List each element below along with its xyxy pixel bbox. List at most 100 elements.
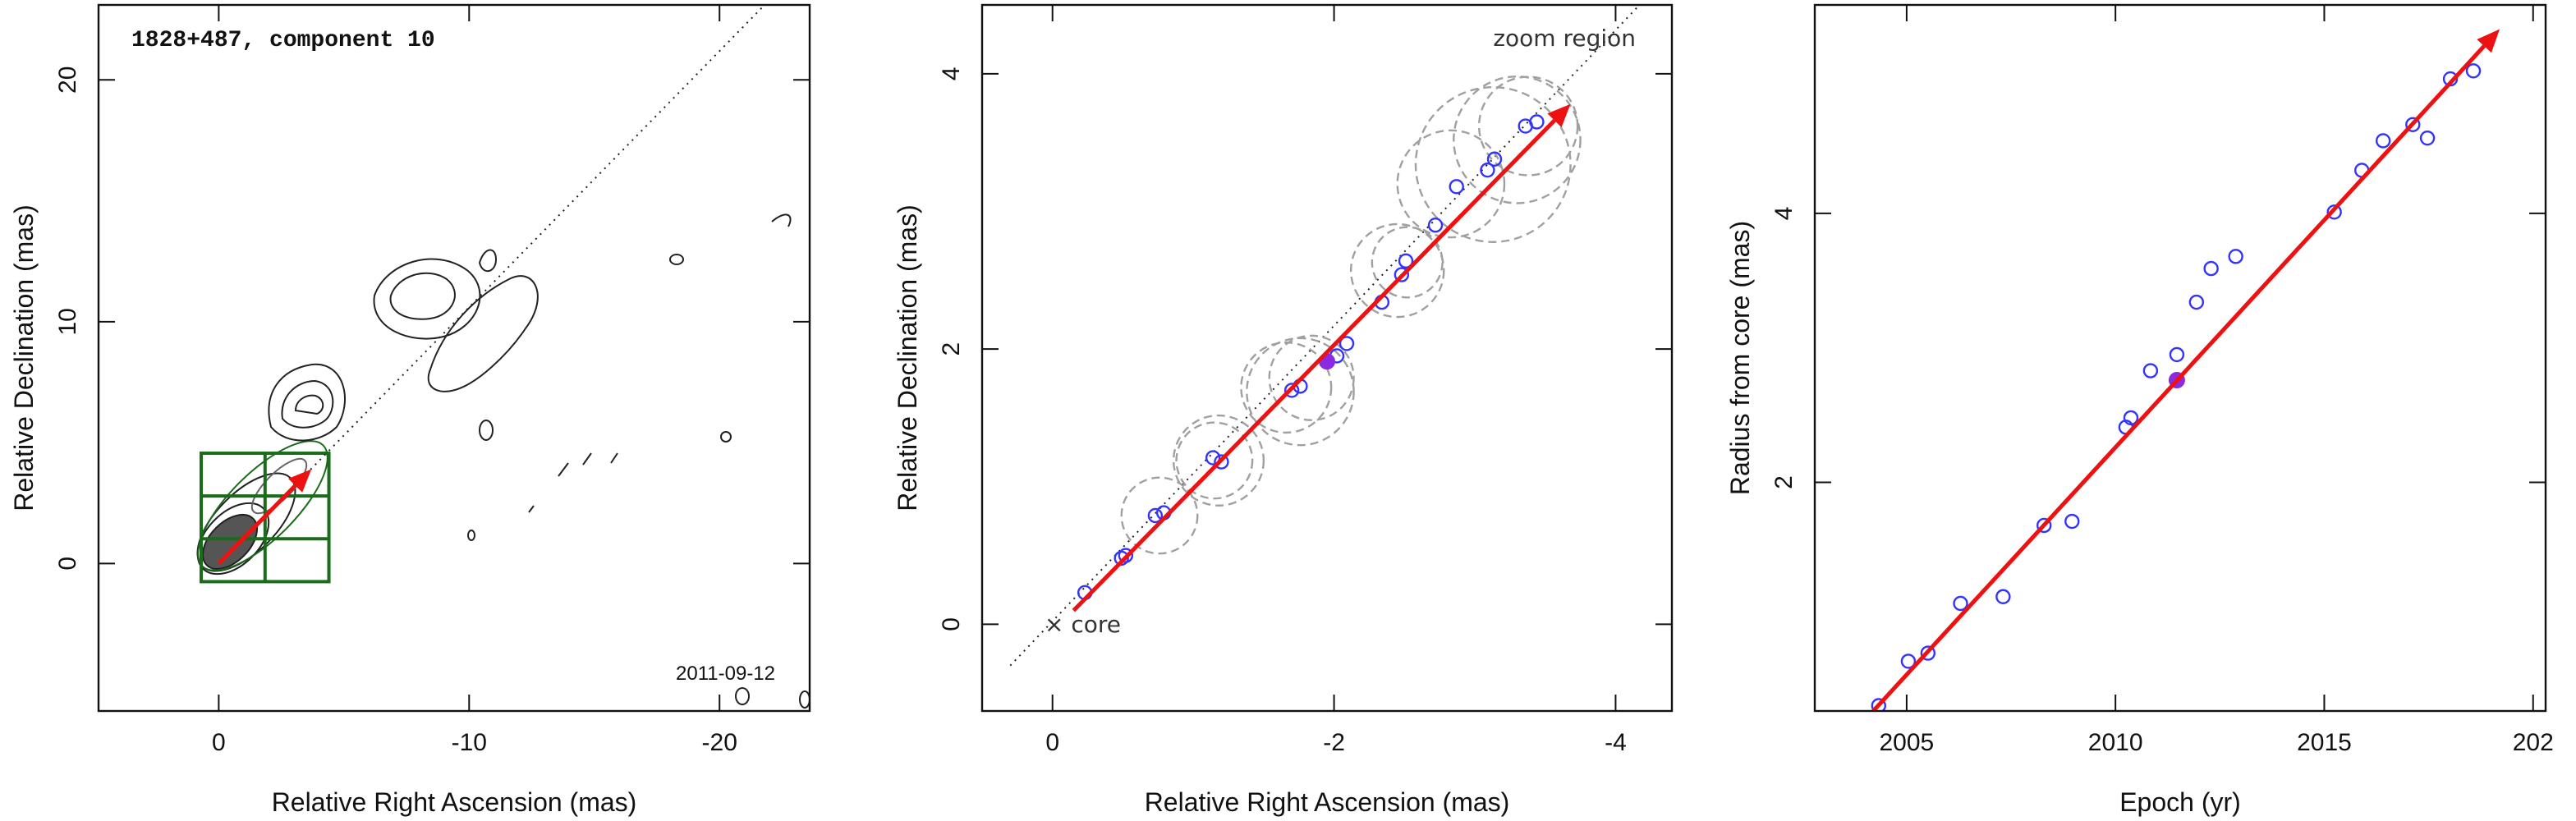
y-tick-label: 4	[1770, 207, 1798, 221]
contour	[202, 514, 258, 570]
data-point	[2203, 260, 2219, 277]
contour	[669, 254, 684, 265]
y-tick-label: 2	[1770, 475, 1798, 489]
plot-area	[200, 5, 765, 584]
data-point	[2405, 117, 2421, 132]
data-point	[1118, 548, 1134, 563]
data-point	[1394, 267, 1410, 282]
contour	[467, 530, 475, 541]
data-point	[1205, 450, 1221, 466]
contour	[281, 379, 334, 429]
uncertainty-circle	[1414, 85, 1572, 243]
contour	[720, 431, 732, 443]
data-point	[1214, 454, 1229, 470]
data-point	[1900, 654, 1917, 669]
y-axis-label: Relative Declination (mas)	[893, 204, 922, 511]
core-label: × core	[1045, 611, 1121, 638]
data-point	[1871, 698, 1887, 711]
data-point	[2419, 130, 2436, 146]
uncertainty-circle	[1453, 75, 1582, 204]
x-tick-label: 0	[212, 729, 226, 756]
arrow-shaft	[1871, 44, 2486, 711]
contour	[294, 394, 324, 415]
data-point	[1339, 336, 1355, 351]
contour	[479, 420, 494, 441]
x-tick-label: 2010	[2088, 729, 2143, 756]
y-tick-label: 10	[54, 308, 81, 335]
data-point	[2064, 513, 2080, 530]
x-tick-label: -10	[452, 729, 487, 756]
data-point	[1427, 218, 1444, 233]
date-label: 2011-09-12	[676, 663, 775, 685]
y-axis-label: Relative Declination (mas)	[9, 204, 39, 511]
x-tick-label: -2	[1323, 729, 1345, 756]
data-point	[1283, 383, 1300, 398]
data-point	[2142, 363, 2159, 378]
data-point	[1147, 507, 1164, 524]
data-point	[2188, 294, 2205, 310]
data-point	[1529, 114, 1545, 130]
contour	[799, 690, 810, 709]
y-tick-label: 0	[54, 557, 81, 571]
arrow-shaft	[217, 484, 297, 566]
x-tick-label: 2015	[2297, 729, 2352, 756]
x-axis-label: Epoch (yr)	[2119, 787, 2241, 817]
y-tick-label: 20	[54, 67, 81, 94]
contour	[373, 258, 481, 340]
data-point	[1995, 589, 2011, 604]
plot-frame	[97, 3, 811, 713]
x-tick-label: 2005	[1880, 729, 1935, 756]
y-axis-label: Radius from core (mas)	[1725, 221, 1755, 495]
uncertainty-circle	[1246, 337, 1355, 447]
data-point	[2169, 346, 2185, 363]
uncertainty-circle	[1396, 129, 1506, 239]
contours	[196, 213, 810, 709]
contour	[389, 272, 456, 320]
uncertainty-circle	[1268, 334, 1355, 421]
reference-line	[1009, 5, 1641, 667]
contour	[528, 452, 618, 513]
uncertainty-circle	[1120, 476, 1199, 555]
data-point	[1480, 162, 1495, 178]
plot-area	[1009, 5, 1641, 667]
reference-line	[218, 5, 765, 565]
contour	[478, 249, 498, 272]
plot-frame	[980, 3, 1674, 713]
x-tick-label: 202	[2513, 729, 2554, 756]
y-tick-label: 4	[938, 67, 965, 80]
x-tick-label: -20	[702, 729, 737, 756]
contour	[427, 275, 539, 392]
x-axis-label: Relative Right Ascension (mas)	[272, 787, 637, 817]
contour	[197, 440, 328, 571]
arrow-head	[1547, 103, 1571, 128]
uncertainty-circle	[1349, 222, 1445, 319]
uncertainty-circle	[1172, 414, 1265, 507]
y-tick-label: 0	[938, 617, 965, 631]
plot-frame	[1813, 3, 2547, 713]
data-point	[2123, 410, 2139, 426]
uncertainty-circle	[1371, 226, 1444, 299]
x-axis-label: Relative Right Ascension (mas)	[1145, 787, 1510, 817]
x-tick-label: 0	[1045, 729, 1059, 756]
data-point	[2375, 133, 2391, 149]
contour	[735, 687, 750, 705]
data-point	[1398, 253, 1414, 269]
arrow-head	[2477, 29, 2500, 53]
data-point	[2228, 249, 2243, 264]
uncertainty-circle	[1175, 421, 1254, 500]
uncertainty-circle	[1240, 341, 1333, 434]
plot-area	[1871, 44, 2486, 711]
data-point	[2036, 517, 2052, 534]
arrow-shaft	[1072, 118, 1556, 612]
data-point	[1449, 179, 1464, 195]
data-point	[2326, 204, 2342, 220]
data-point	[1486, 151, 1503, 167]
data-point	[1920, 645, 1936, 661]
panel-title: 1828+487, component 10	[131, 28, 435, 53]
x-tick-label: -4	[1605, 729, 1627, 756]
contour	[268, 363, 346, 442]
contour	[771, 213, 792, 227]
uncertainty-circle	[1477, 76, 1579, 177]
y-tick-label: 2	[938, 342, 965, 356]
